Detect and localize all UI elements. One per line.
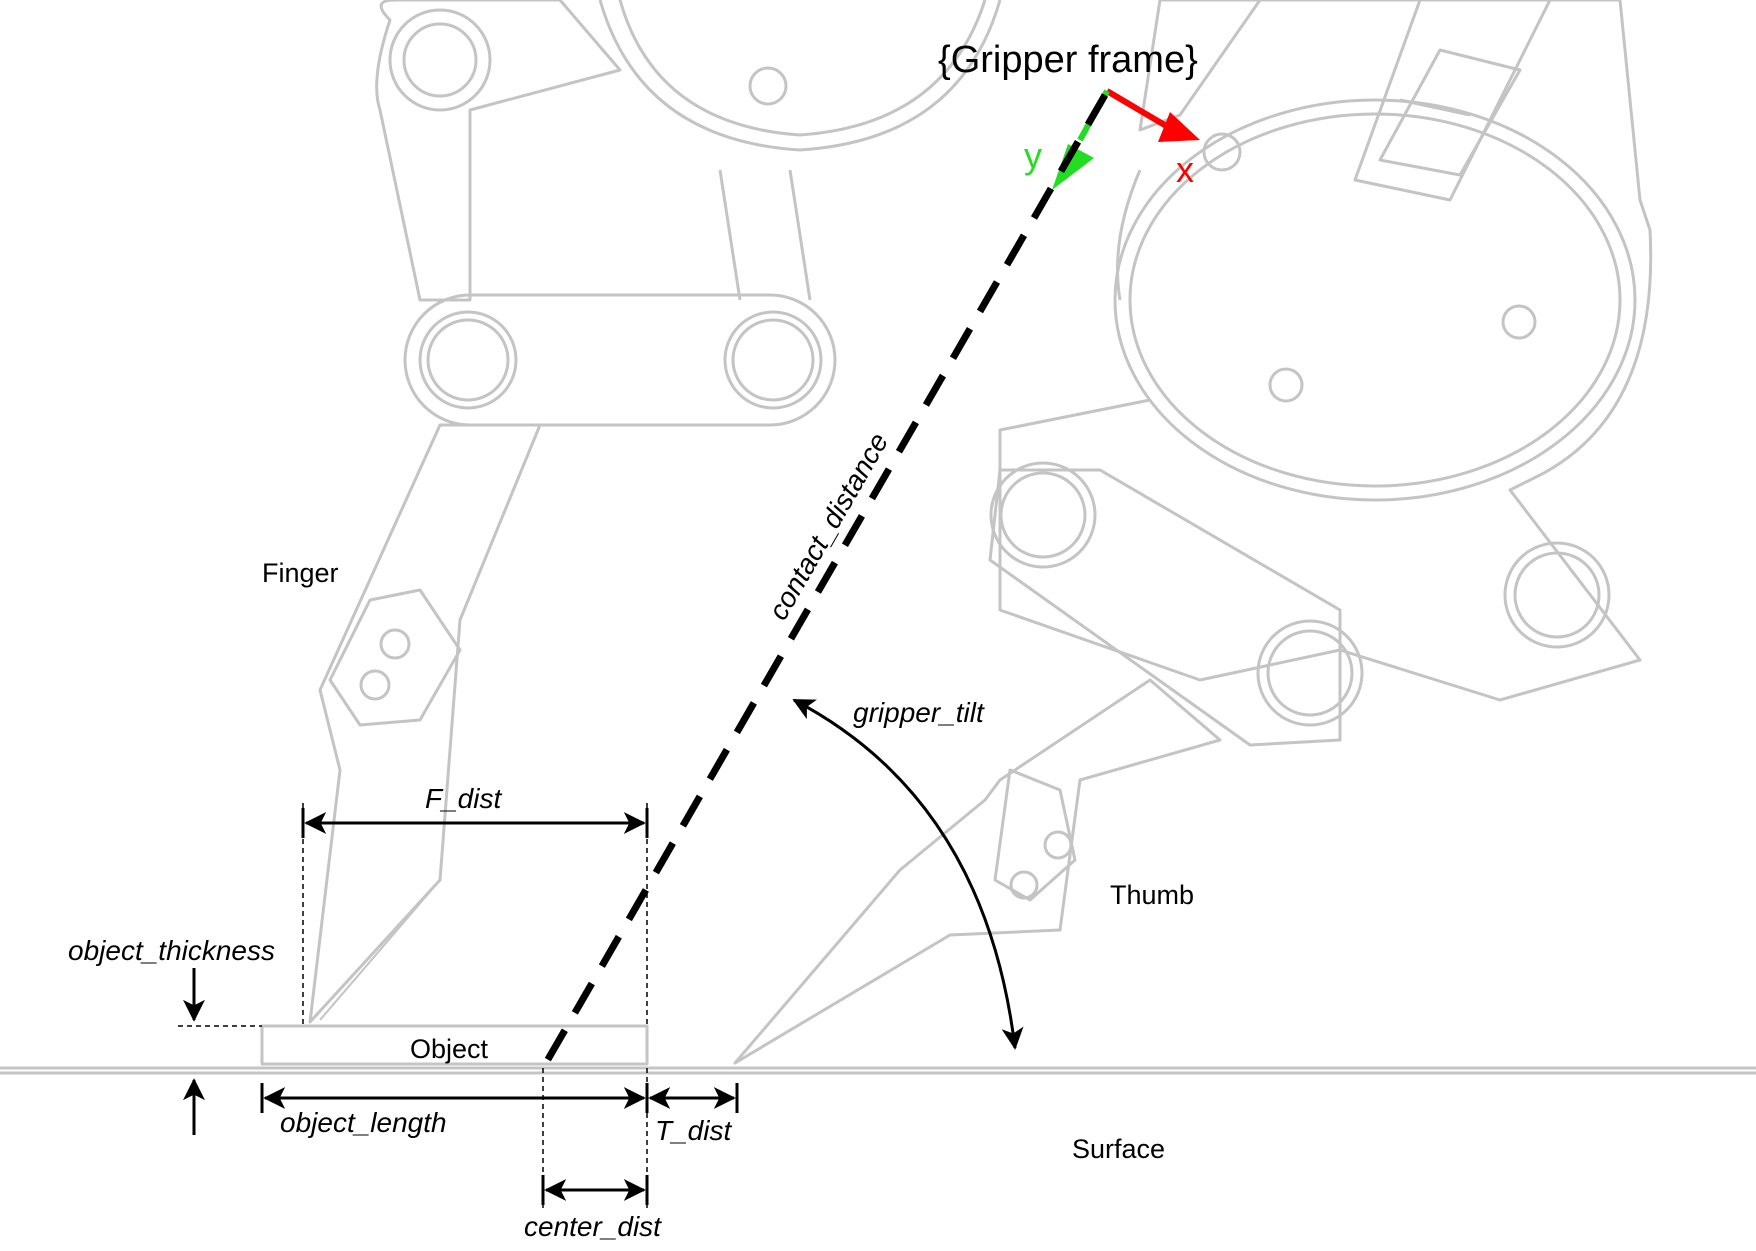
center-dist-label: center_dist bbox=[524, 1211, 662, 1242]
f-dist-label: F_dist bbox=[425, 783, 502, 814]
x-axis-label: x bbox=[1176, 149, 1194, 190]
finger-upper-link bbox=[375, 0, 622, 302]
object-length-label: object_length bbox=[280, 1107, 447, 1138]
gripper-frame-label: {Gripper frame} bbox=[938, 39, 1198, 81]
contact-distance-label: contact_distance bbox=[762, 428, 894, 625]
finger-cross-link bbox=[403, 293, 837, 427]
thumb-label: Thumb bbox=[1110, 880, 1194, 910]
contact-distance-line bbox=[539, 93, 1109, 1070]
object-length-dimension bbox=[260, 1083, 649, 1113]
thumb-body bbox=[733, 678, 1222, 1065]
surface-line bbox=[0, 1066, 1756, 1075]
x-axis-arrow bbox=[1105, 88, 1170, 130]
finger-label: Finger bbox=[262, 558, 339, 588]
object-label: Object bbox=[410, 1034, 489, 1064]
thumb-motor-disc bbox=[998, 0, 1653, 702]
t-dist-label: T_dist bbox=[655, 1115, 732, 1146]
surface-label: Surface bbox=[1072, 1134, 1165, 1164]
finger-motor-disc bbox=[598, 0, 1002, 152]
finger-body bbox=[308, 423, 542, 1024]
thumb-cross-link bbox=[988, 461, 1611, 747]
t-dist-dimension bbox=[648, 1083, 739, 1113]
y-axis-label: y bbox=[1024, 135, 1042, 176]
object-thickness-label: object_thickness bbox=[68, 935, 275, 966]
center-dist-dimension bbox=[541, 1175, 649, 1205]
y-axis-arrowhead bbox=[1052, 144, 1094, 190]
gripper-mechanism bbox=[0, 0, 1756, 1075]
gripper-tilt-arc bbox=[792, 698, 1024, 1050]
gripper-tilt-label: gripper_tilt bbox=[853, 697, 985, 728]
f-dist-dimension bbox=[301, 808, 649, 838]
object-shape bbox=[260, 1024, 649, 1066]
x-axis-arrowhead bbox=[1158, 112, 1200, 142]
